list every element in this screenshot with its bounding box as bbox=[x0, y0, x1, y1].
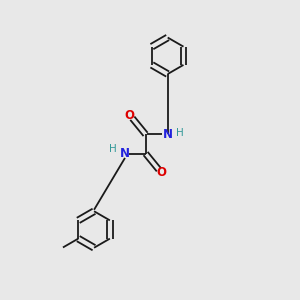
Text: O: O bbox=[124, 109, 134, 122]
Text: N: N bbox=[163, 128, 173, 141]
Text: N: N bbox=[120, 147, 130, 160]
Text: O: O bbox=[157, 166, 167, 178]
Text: H: H bbox=[176, 128, 184, 138]
Text: H: H bbox=[109, 144, 116, 154]
